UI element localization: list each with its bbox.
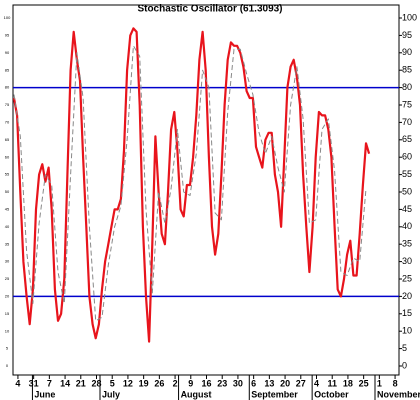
y-tick-label-left: 60 [5,154,10,159]
y-tick-label-left: 70 [5,119,10,124]
month-label: July [102,389,120,399]
month-label: October [314,389,349,399]
x-tick-label: 23 [217,378,227,388]
y-tick-label: 70 [402,117,412,127]
y-tick-label: 10 [402,326,412,336]
y-tick-label-left: 55 [5,172,10,177]
y-tick-label: 20 [402,291,412,301]
x-tick-label: 5 [110,378,115,388]
y-tick-label: 30 [402,256,412,266]
month-label: June [34,389,55,399]
oscillator-line [12,27,371,343]
y-tick-label-left: 90 [5,50,10,55]
y-tick-label-left: 75 [5,102,10,107]
x-tick-label: 20 [280,378,290,388]
y-tick-label: 5 [402,343,407,353]
y-tick-label: 45 [402,204,412,214]
y-tick-label-left: 35 [5,241,10,246]
x-tick-label: 9 [188,378,193,388]
x-tick-label: 2 [173,378,178,388]
chart-title: Stochastic Oscillator (61.3093) [137,4,282,15]
y-tick-label: 25 [402,273,412,283]
x-tick-label: 6 [251,378,256,388]
y-tick-label: 75 [402,99,412,109]
x-tick-label: 30 [233,378,243,388]
y-tick-label-left: 45 [5,206,10,211]
month-label: August [181,389,212,399]
x-tick-label: 13 [264,378,274,388]
y-tick-label: 85 [402,65,412,75]
y-tick-label-left: 30 [5,259,10,264]
y-tick-label: 50 [402,186,412,196]
y-tick-label-left: 65 [5,137,10,142]
x-tick-label: 31 [29,378,39,388]
y-tick-label-left: 20 [5,293,10,298]
x-tick-label: 11 [327,378,337,388]
y-tick-label-left: 0 [6,363,9,368]
x-tick-label: 26 [154,378,164,388]
y-tick-label: 40 [402,221,412,231]
y-tick-label-left: 40 [5,224,10,229]
y-tick-label-left: 80 [5,85,10,90]
signal-line [13,45,367,322]
y-tick-label: 35 [402,239,412,249]
y-tick-label: 60 [402,152,412,162]
y-tick-label-left: 10 [5,328,10,333]
y-tick-label-left: 25 [5,276,10,281]
month-label: September [251,389,298,399]
y-tick-label-left: 100 [4,15,11,20]
y-tick-label: 95 [402,30,412,40]
y-tick-label: 55 [402,169,412,179]
y-tick-label: 90 [402,47,412,57]
x-tick-label: 8 [393,378,398,388]
x-tick-label: 4 [314,378,319,388]
x-tick-label: 18 [343,378,353,388]
x-tick-label: 28 [91,378,101,388]
x-tick-label: 14 [60,378,70,388]
y-tick-label: 0 [402,360,407,370]
x-tick-label: 19 [139,378,149,388]
x-tick-label: 16 [201,378,211,388]
y-tick-label: 100 [402,12,417,22]
month-label: November [377,389,420,399]
x-tick-label: 7 [47,378,52,388]
y-tick-label: 15 [402,308,412,318]
x-tick-label: 21 [76,378,86,388]
x-tick-label: 25 [359,378,369,388]
y-tick-label-left: 50 [5,189,10,194]
x-tick-label: 1 [377,378,382,388]
y-tick-label: 80 [402,82,412,92]
y-tick-label-left: 15 [5,311,10,316]
y-tick-label: 65 [402,134,412,144]
x-tick-label: 27 [296,378,306,388]
x-tick-label: 4 [15,378,20,388]
x-tick-label: 12 [123,378,133,388]
y-tick-label-left: 95 [5,32,10,37]
y-tick-label-left: 85 [5,67,10,72]
y-tick-label-left: 5 [6,346,9,351]
